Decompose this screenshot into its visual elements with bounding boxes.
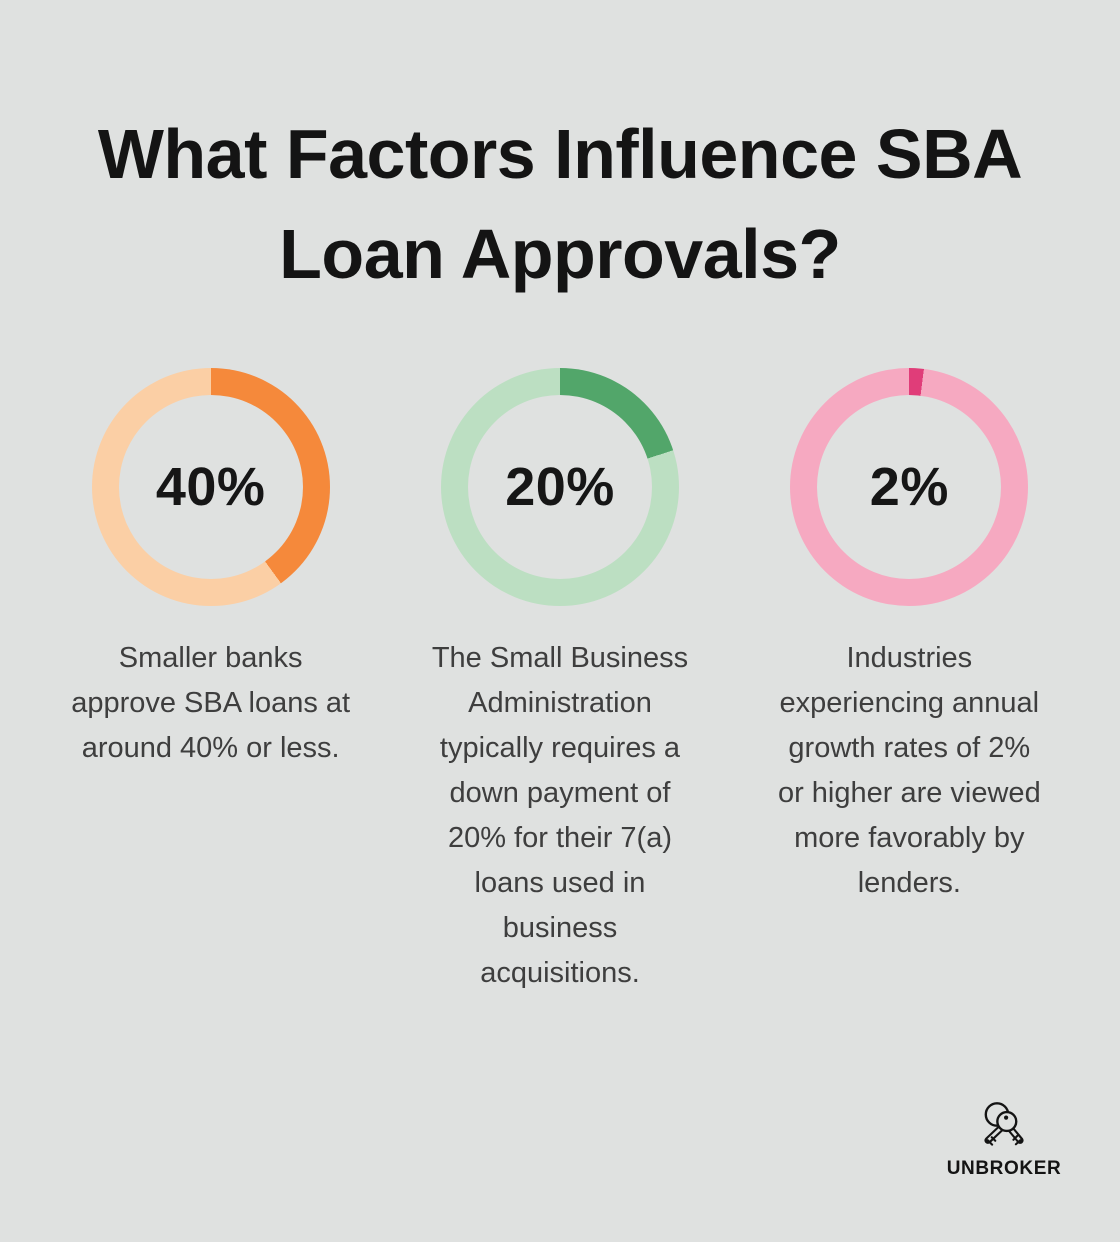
brand-wordmark: UNBROKER — [946, 1158, 1062, 1179]
donut-value-label: 40% — [155, 457, 266, 517]
donut-chart-growth-rate: 2% Industries experiencing annual growth… — [735, 368, 1084, 996]
donut-caption: Industries experiencing annual growth ra… — [777, 642, 1041, 899]
donut-caption: The Small Business Administration typica… — [431, 642, 689, 989]
stats-row: 40% Smaller banks approve SBA loans at a… — [0, 368, 1120, 996]
donut-caption: Smaller banks approve SBA loans at aroun… — [71, 642, 351, 764]
page-title: What Factors Influence SBA Loan Approval… — [97, 115, 1023, 293]
donut-ring-growth-rate: 2% — [790, 368, 1029, 606]
donut-ring-bank-approvals: 40% — [91, 368, 330, 606]
brand-logo: UNBROKER — [941, 1094, 1067, 1180]
keys-icon — [984, 1102, 1024, 1146]
donut-chart-down-payment: 20% The Small Business Administration ty… — [385, 368, 734, 996]
donut-ring-down-payment: 20% — [440, 368, 679, 606]
donut-value-label: 2% — [869, 457, 949, 517]
donut-chart-bank-approvals: 40% Smaller banks approve SBA loans at a… — [36, 368, 385, 996]
donut-value-label: 20% — [505, 457, 615, 517]
